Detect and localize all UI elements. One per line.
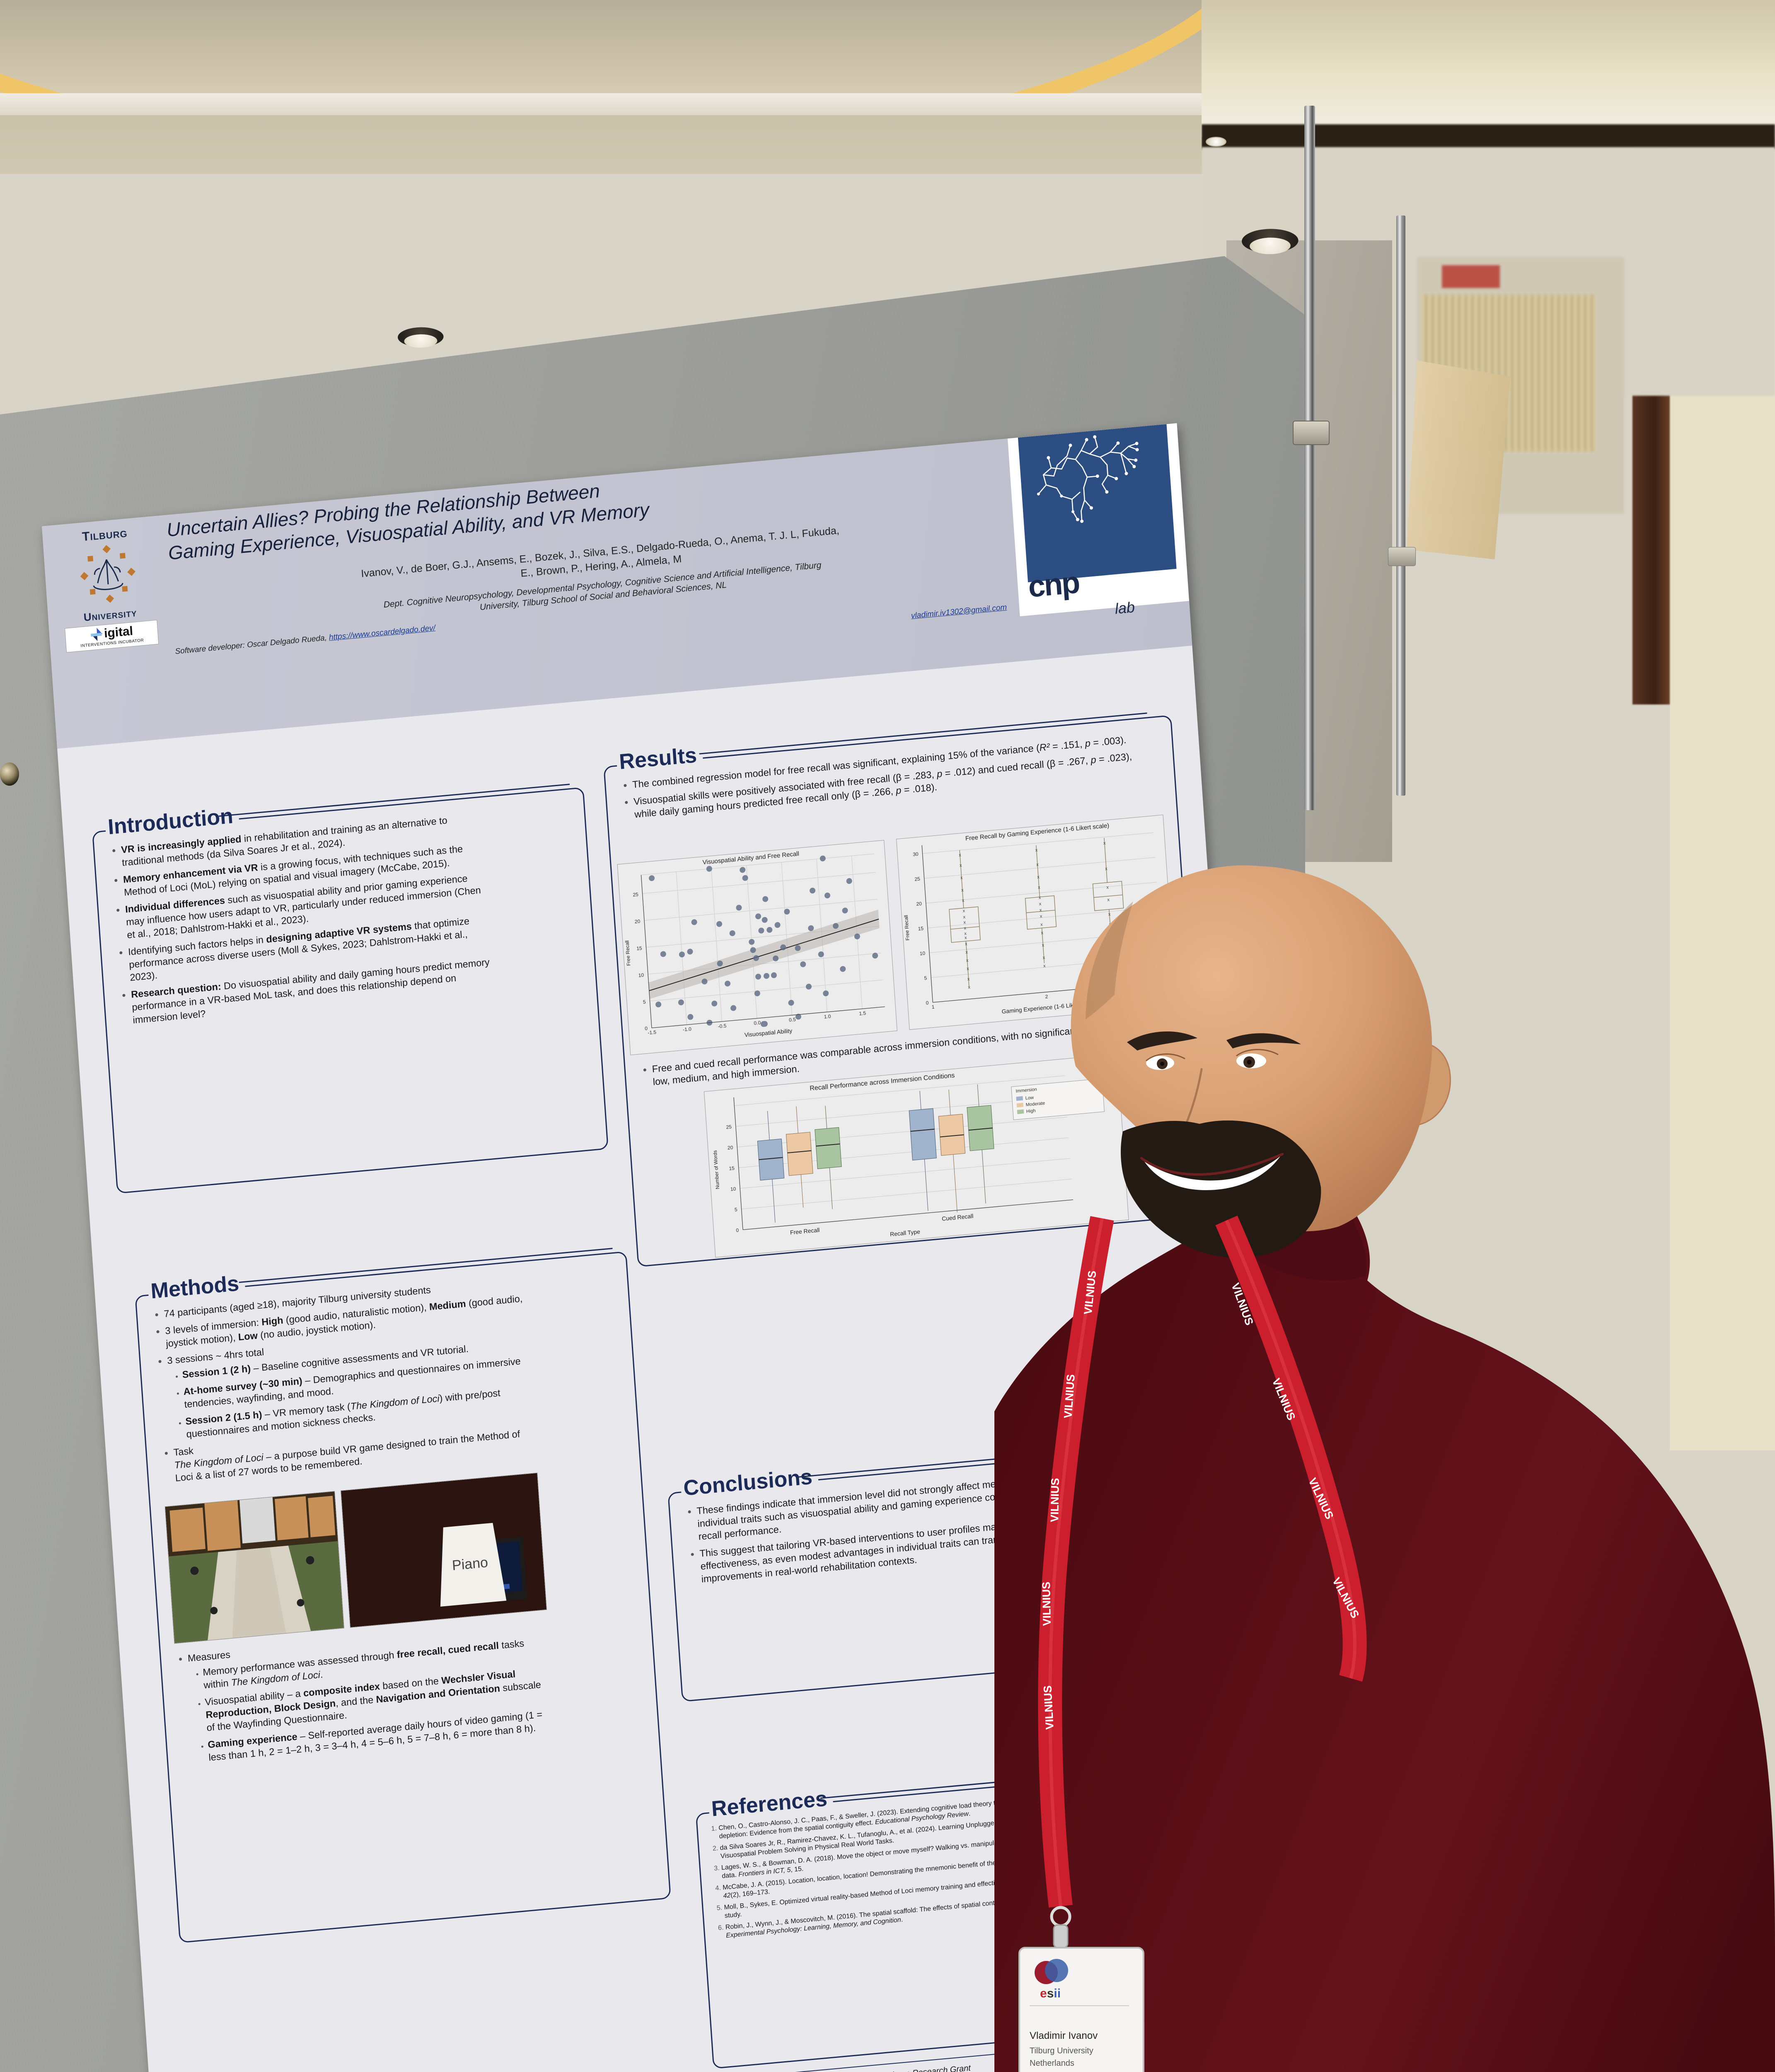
svg-text:x: x (1038, 885, 1041, 890)
svg-text:Low: Low (1025, 1095, 1034, 1101)
svg-text:30: 30 (913, 851, 919, 857)
svg-text:x: x (965, 950, 968, 955)
svg-text:20: 20 (916, 900, 922, 907)
svg-text:1.0: 1.0 (824, 1013, 831, 1020)
svg-text:Free Recall: Free Recall (624, 940, 631, 966)
svg-text:High: High (1026, 1108, 1036, 1114)
svg-text:x: x (963, 920, 966, 925)
svg-text:x: x (1107, 897, 1110, 903)
svg-text:x: x (965, 942, 968, 947)
svg-text:x: x (1035, 848, 1038, 853)
svg-text:x: x (959, 852, 962, 858)
svg-text:x: x (1103, 841, 1106, 846)
svg-text:3: 3 (1127, 986, 1131, 992)
svg-text:25: 25 (914, 876, 921, 882)
svg-text:x: x (1039, 901, 1042, 907)
svg-text:x: x (962, 898, 965, 903)
svg-text:x: x (1105, 866, 1108, 871)
svg-text:Gaming Experience (1-6 Likert: Gaming Experience (1-6 Likert scale) (1001, 1000, 1097, 1015)
svg-text:x: x (964, 926, 967, 931)
svg-text:5: 5 (924, 975, 927, 981)
svg-text:x: x (959, 863, 962, 868)
svg-text:Visuospatial Ability: Visuospatial Ability (744, 1027, 792, 1038)
svg-text:x: x (967, 977, 970, 982)
svg-text:x: x (968, 985, 971, 990)
svg-text:10: 10 (919, 950, 926, 956)
svg-text:Cued Recall: Cued Recall (942, 1213, 974, 1222)
svg-text:15: 15 (918, 925, 924, 932)
svg-text:2: 2 (1045, 994, 1048, 1000)
svg-text:x: x (1036, 862, 1039, 867)
svg-text:x: x (1038, 895, 1041, 900)
svg-text:5: 5 (734, 1206, 738, 1213)
svg-text:VILNIUS: VILNIUS (1306, 1476, 1336, 1521)
svg-text:VILNIUS: VILNIUS (1330, 1576, 1361, 1620)
svg-text:15: 15 (636, 945, 643, 951)
svg-text:x: x (1108, 912, 1111, 917)
svg-text:Piano: Piano (452, 1554, 488, 1573)
svg-text:0: 0 (926, 1000, 929, 1006)
svg-text:x: x (1040, 914, 1042, 919)
svg-text:5: 5 (643, 999, 646, 1005)
svg-text:25: 25 (726, 1124, 732, 1130)
svg-text:15: 15 (729, 1165, 735, 1172)
svg-text:0.5: 0.5 (789, 1017, 796, 1023)
svg-text:x: x (1037, 874, 1040, 880)
svg-text:1: 1 (931, 1004, 935, 1010)
svg-text:0.0: 0.0 (754, 1020, 761, 1026)
svg-text:Free Recall by Gaming Experien: Free Recall by Gaming Experience (1-6 Li… (965, 822, 1109, 842)
svg-text:Free Recall: Free Recall (790, 1227, 820, 1236)
svg-text:Recall Type: Recall Type (890, 1228, 921, 1238)
svg-text:x: x (1039, 908, 1042, 913)
svg-text:x: x (960, 875, 963, 881)
svg-text:x: x (961, 888, 964, 893)
svg-text:Number of Words: Number of Words (712, 1150, 721, 1189)
svg-text:x: x (963, 915, 966, 920)
svg-text:0: 0 (645, 1025, 648, 1031)
svg-text:x: x (1109, 922, 1112, 927)
svg-text:x: x (1106, 885, 1109, 890)
svg-text:x: x (1042, 943, 1045, 948)
svg-text:10: 10 (638, 972, 644, 978)
svg-text:-1.0: -1.0 (683, 1026, 692, 1033)
svg-text:-0.5: -0.5 (718, 1023, 727, 1029)
svg-text:10: 10 (730, 1186, 736, 1192)
svg-text:x: x (966, 958, 969, 963)
svg-text:25: 25 (633, 891, 639, 898)
svg-text:-1.5: -1.5 (648, 1029, 657, 1036)
svg-text:1.5: 1.5 (859, 1010, 866, 1017)
svg-text:x: x (967, 966, 970, 972)
svg-text:x: x (1040, 922, 1043, 927)
svg-text:x: x (965, 935, 967, 941)
svg-text:x: x (1042, 955, 1045, 961)
svg-text:20: 20 (634, 918, 641, 925)
svg-text:0: 0 (736, 1227, 739, 1233)
svg-text:x: x (962, 908, 965, 914)
svg-text:x: x (1041, 930, 1044, 936)
svg-text:Visuospatial Ability and Free: Visuospatial Ability and Free Recall (702, 850, 799, 866)
svg-text:Free Recall: Free Recall (903, 915, 911, 941)
svg-text:x: x (1043, 963, 1046, 969)
svg-text:20: 20 (727, 1145, 733, 1151)
